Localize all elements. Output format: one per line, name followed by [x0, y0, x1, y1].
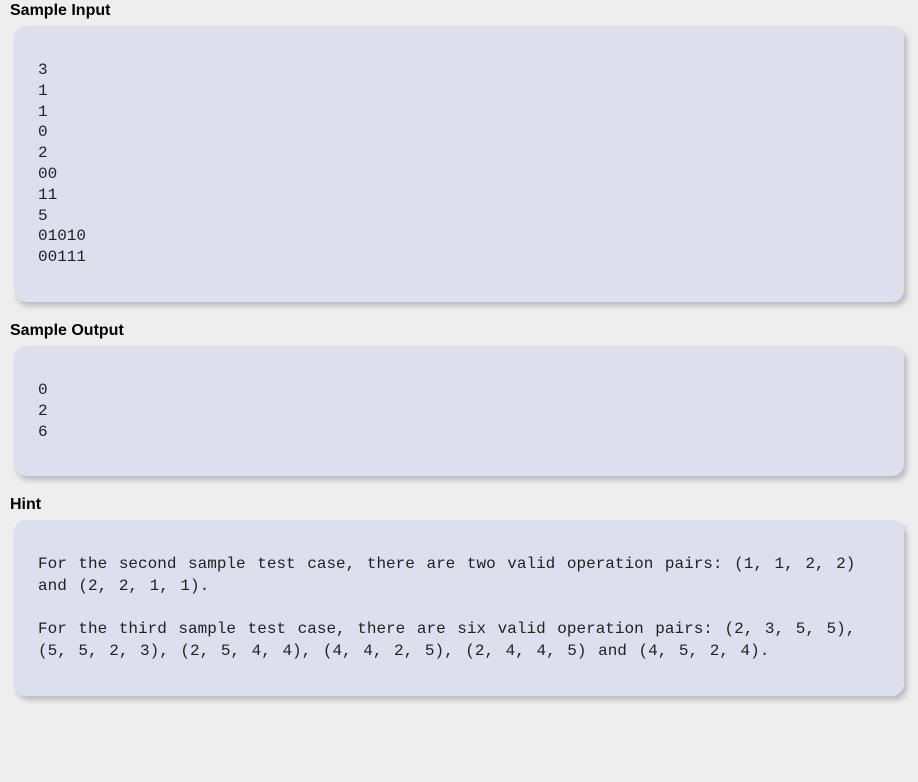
hint-box: For the second sample test case, there a…: [14, 520, 904, 696]
sample-output-box: 0 2 6: [14, 346, 904, 476]
hint-heading: Hint: [0, 496, 918, 520]
sample-output-heading: Sample Output: [0, 322, 918, 346]
sample-input-box: 3 1 1 0 2 00 11 5 01010 00111: [14, 26, 904, 302]
sample-input-heading: Sample Input: [0, 2, 918, 26]
